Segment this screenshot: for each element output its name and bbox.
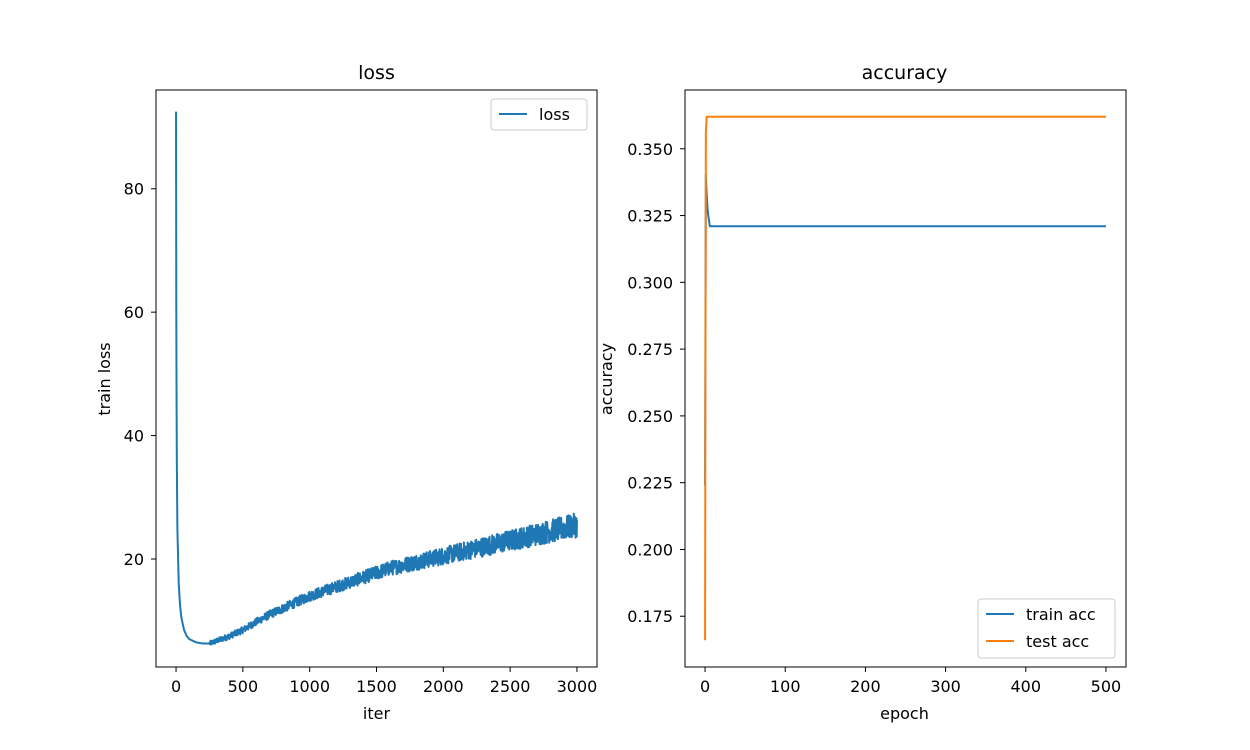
loss-legend <box>490 98 588 131</box>
accuracy-chart-title: accuracy <box>862 62 948 84</box>
accuracy-plot-area: 0 100 200 300 400 500 0.175 0.200 0.225 0.250 0.27… <box>627 89 1127 696</box>
accuracy-y-tick-label: 0.300 <box>627 273 673 292</box>
loss-chart-title: loss <box>358 62 395 84</box>
loss-chart: loss iter train loss 0 500 1000 1500 2000 250… <box>95 62 598 723</box>
accuracy-legend-label: test acc <box>1026 632 1089 651</box>
loss-legend-label: loss <box>539 105 570 124</box>
accuracy-legend-label: train acc <box>1026 605 1096 624</box>
accuracy-y-tick-label: 0.175 <box>627 607 673 626</box>
accuracy-y-tick-label: 0.200 <box>627 540 673 559</box>
loss-x-tick-label: 3000 <box>557 677 598 696</box>
accuracy-x-tick-label: 500 <box>1091 677 1122 696</box>
accuracy-x-tick-label: 300 <box>930 677 961 696</box>
loss-y-tick-label: 20 <box>124 550 144 569</box>
accuracy-x-tick-label: 0 <box>700 677 710 696</box>
accuracy-x-tick-label: 400 <box>1010 677 1041 696</box>
loss-plot-area: 0 500 1000 1500 2000 2500 3000 20 40 60 80 loss <box>124 89 598 696</box>
accuracy-series-line-test-acc <box>704 115 1106 641</box>
accuracy-x-tick-label: 100 <box>770 677 801 696</box>
accuracy-y-tick-label: 0.350 <box>627 140 673 159</box>
accuracy-y-axis-label: accuracy <box>597 343 616 415</box>
loss-x-tick-label: 500 <box>228 677 259 696</box>
loss-x-tick-label: 1500 <box>356 677 397 696</box>
loss-series-line-loss <box>175 111 578 646</box>
loss-x-tick-label: 2000 <box>423 677 464 696</box>
loss-x-tick-label: 2500 <box>490 677 531 696</box>
loss-y-tick-label: 60 <box>124 303 144 322</box>
loss-x-tick-label: 1000 <box>289 677 330 696</box>
loss-y-axis-label: train loss <box>95 342 114 415</box>
accuracy-axes-frame <box>684 89 1127 668</box>
loss-y-tick-label: 40 <box>124 427 144 446</box>
accuracy-x-axis-label: epoch <box>880 704 929 723</box>
accuracy-y-tick-label: 0.275 <box>627 340 673 359</box>
accuracy-x-tick-label: 200 <box>850 677 881 696</box>
accuracy-chart: accuracy epoch accuracy 0 100 200 300 400 500… <box>597 62 1127 723</box>
accuracy-y-tick-label: 0.325 <box>627 207 673 226</box>
accuracy-y-tick-label: 0.250 <box>627 407 673 426</box>
loss-x-axis-label: iter <box>363 704 391 723</box>
accuracy-y-tick-label: 0.225 <box>627 474 673 493</box>
loss-y-tick-label: 80 <box>124 180 144 199</box>
loss-x-tick-label: 0 <box>171 677 181 696</box>
